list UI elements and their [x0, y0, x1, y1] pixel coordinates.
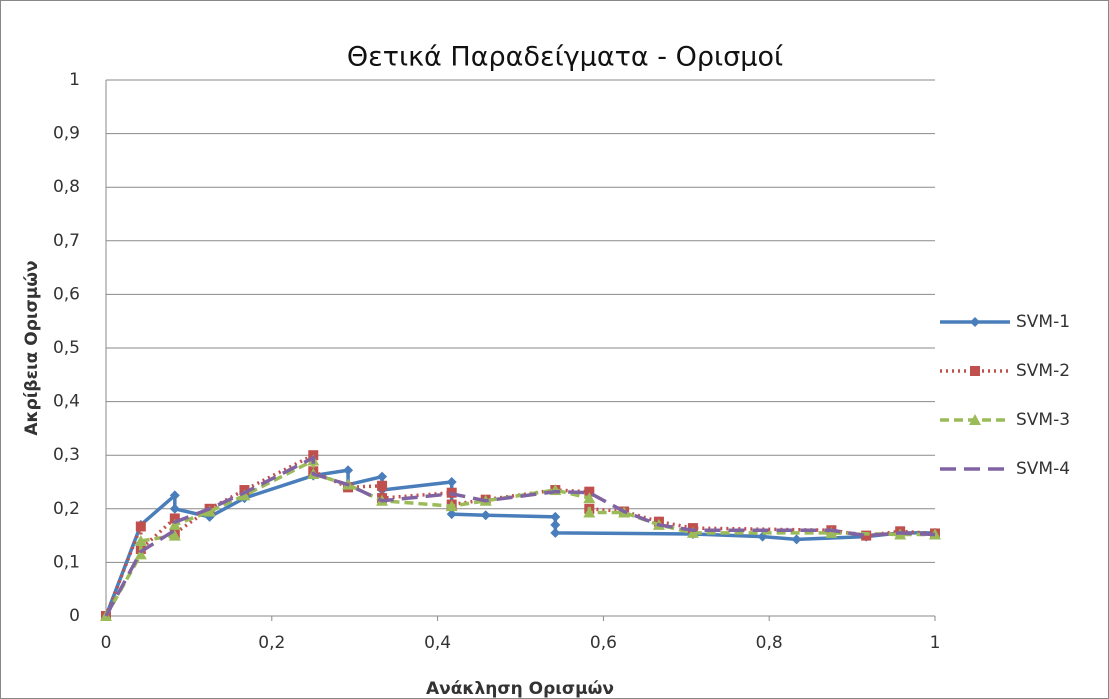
marker — [583, 506, 596, 518]
chart-title: Θετικά Παραδείγματα - Ορισμοί — [347, 42, 783, 73]
x-tick-label: 0 — [101, 633, 112, 653]
y-tick-label: 0,3 — [53, 445, 80, 465]
marker — [446, 477, 457, 487]
y-tick-label: 0,4 — [53, 392, 80, 412]
x-tick-label: 0,8 — [756, 633, 783, 653]
marker — [377, 480, 388, 491]
x-tick-label: 0,4 — [424, 633, 451, 653]
y-tick-label: 1 — [69, 70, 80, 90]
legend-label: SVM-3 — [1016, 410, 1070, 430]
marker — [825, 526, 838, 538]
marker — [686, 526, 699, 538]
y-tick-label: 0,5 — [53, 338, 80, 358]
marker — [550, 519, 561, 530]
marker — [169, 490, 180, 501]
x-tick-label: 0,6 — [590, 633, 617, 653]
marker — [791, 534, 802, 545]
y-tick-label: 0,1 — [53, 552, 80, 572]
marker — [583, 492, 596, 504]
y-tick-label: 0,7 — [53, 231, 80, 251]
marker — [168, 529, 181, 541]
marker — [134, 534, 147, 546]
legend-label: SVM-4 — [1016, 459, 1070, 479]
marker — [135, 521, 146, 532]
marker — [169, 513, 180, 524]
marker — [377, 471, 388, 482]
marker — [446, 509, 457, 520]
marker — [169, 503, 180, 514]
marker — [168, 518, 181, 530]
marker — [480, 510, 491, 521]
marker — [969, 414, 981, 425]
series-line — [104, 455, 936, 617]
y-tick-label: 0,9 — [53, 124, 80, 144]
legend-label: SVM-2 — [1016, 361, 1070, 381]
marker — [203, 505, 216, 517]
marker — [134, 548, 147, 560]
x-axis-label: Ανάκληση Ορισμών — [426, 679, 614, 699]
y-tick-label: 0,2 — [53, 499, 80, 519]
marker — [343, 465, 354, 476]
x-tick-label: 0,2 — [258, 633, 285, 653]
marker — [970, 317, 980, 327]
marker — [550, 527, 561, 538]
marker — [238, 489, 251, 501]
y-tick-label: 0,6 — [53, 284, 80, 304]
legend-label: SVM-1 — [1016, 312, 1070, 332]
marker — [584, 486, 595, 497]
marker — [445, 500, 458, 512]
marker — [861, 530, 872, 541]
y-axis-label: Ακρίβεια Ορισμών — [22, 260, 42, 435]
y-tick-label: 0,8 — [53, 177, 80, 197]
x-tick-label: 1 — [930, 633, 941, 653]
marker — [550, 511, 561, 522]
marker — [970, 366, 980, 376]
y-tick-label: 0 — [69, 606, 80, 626]
